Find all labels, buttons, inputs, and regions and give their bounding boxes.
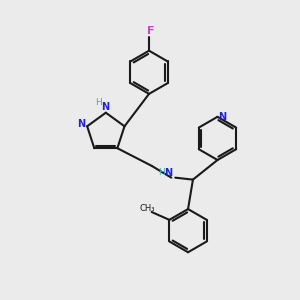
Text: H: H — [96, 98, 102, 107]
Text: N: N — [218, 112, 226, 122]
Text: CH₃: CH₃ — [140, 204, 155, 213]
Text: F: F — [147, 26, 155, 36]
Text: N: N — [164, 168, 172, 178]
Text: N: N — [77, 119, 85, 129]
Text: N: N — [101, 102, 109, 112]
Text: H: H — [158, 168, 165, 177]
